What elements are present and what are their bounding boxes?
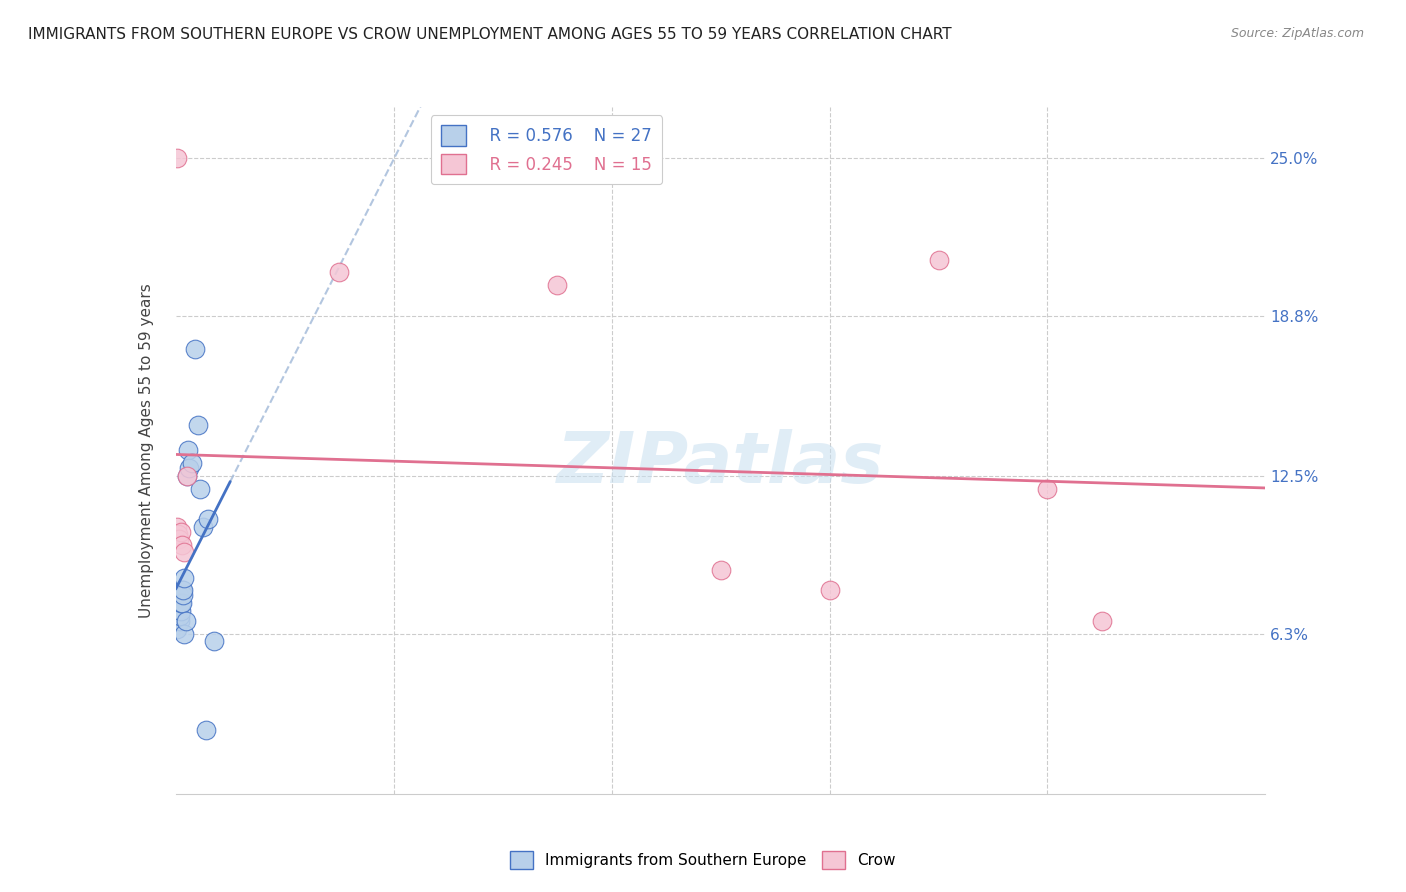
Point	[172, 538, 194, 552]
Legend: Immigrants from Southern Europe, Crow: Immigrants from Southern Europe, Crow	[505, 845, 901, 875]
Point	[173, 545, 195, 559]
Point	[184, 342, 207, 356]
Point	[170, 524, 193, 539]
Point	[1091, 614, 1114, 628]
Point	[202, 634, 225, 648]
Point	[191, 520, 214, 534]
Point	[1036, 482, 1059, 496]
Point	[166, 608, 188, 623]
Point	[195, 723, 218, 738]
Legend:   R = 0.576    N = 27,   R = 0.245    N = 15: R = 0.576 N = 27, R = 0.245 N = 15	[430, 115, 662, 185]
Text: ZIPatlas: ZIPatlas	[557, 429, 884, 498]
Point	[167, 604, 190, 618]
Y-axis label: Unemployment Among Ages 55 to 59 years: Unemployment Among Ages 55 to 59 years	[139, 283, 155, 618]
Point	[181, 456, 204, 470]
Point	[186, 417, 209, 432]
Point	[197, 512, 219, 526]
Point	[818, 583, 841, 598]
Point	[172, 583, 194, 598]
Point	[172, 589, 194, 603]
Point	[166, 520, 188, 534]
Point	[167, 596, 190, 610]
Point	[177, 443, 200, 458]
Point	[167, 533, 190, 547]
Text: IMMIGRANTS FROM SOUTHERN EUROPE VS CROW UNEMPLOYMENT AMONG AGES 55 TO 59 YEARS C: IMMIGRANTS FROM SOUTHERN EUROPE VS CROW …	[28, 27, 952, 42]
Point	[172, 596, 194, 610]
Point	[928, 252, 950, 267]
Point	[173, 571, 195, 585]
Point	[176, 469, 198, 483]
Point	[170, 596, 193, 610]
Point	[174, 614, 197, 628]
Point	[167, 589, 190, 603]
Point	[710, 563, 733, 577]
Point	[176, 469, 198, 483]
Point	[177, 461, 200, 475]
Point	[170, 583, 193, 598]
Point	[328, 265, 350, 279]
Point	[169, 604, 191, 618]
Point	[169, 608, 191, 623]
Point	[166, 622, 188, 636]
Point	[169, 614, 191, 628]
Point	[166, 151, 188, 165]
Text: Source: ZipAtlas.com: Source: ZipAtlas.com	[1230, 27, 1364, 40]
Point	[546, 278, 568, 293]
Point	[188, 482, 211, 496]
Point	[167, 527, 190, 541]
Point	[173, 626, 195, 640]
